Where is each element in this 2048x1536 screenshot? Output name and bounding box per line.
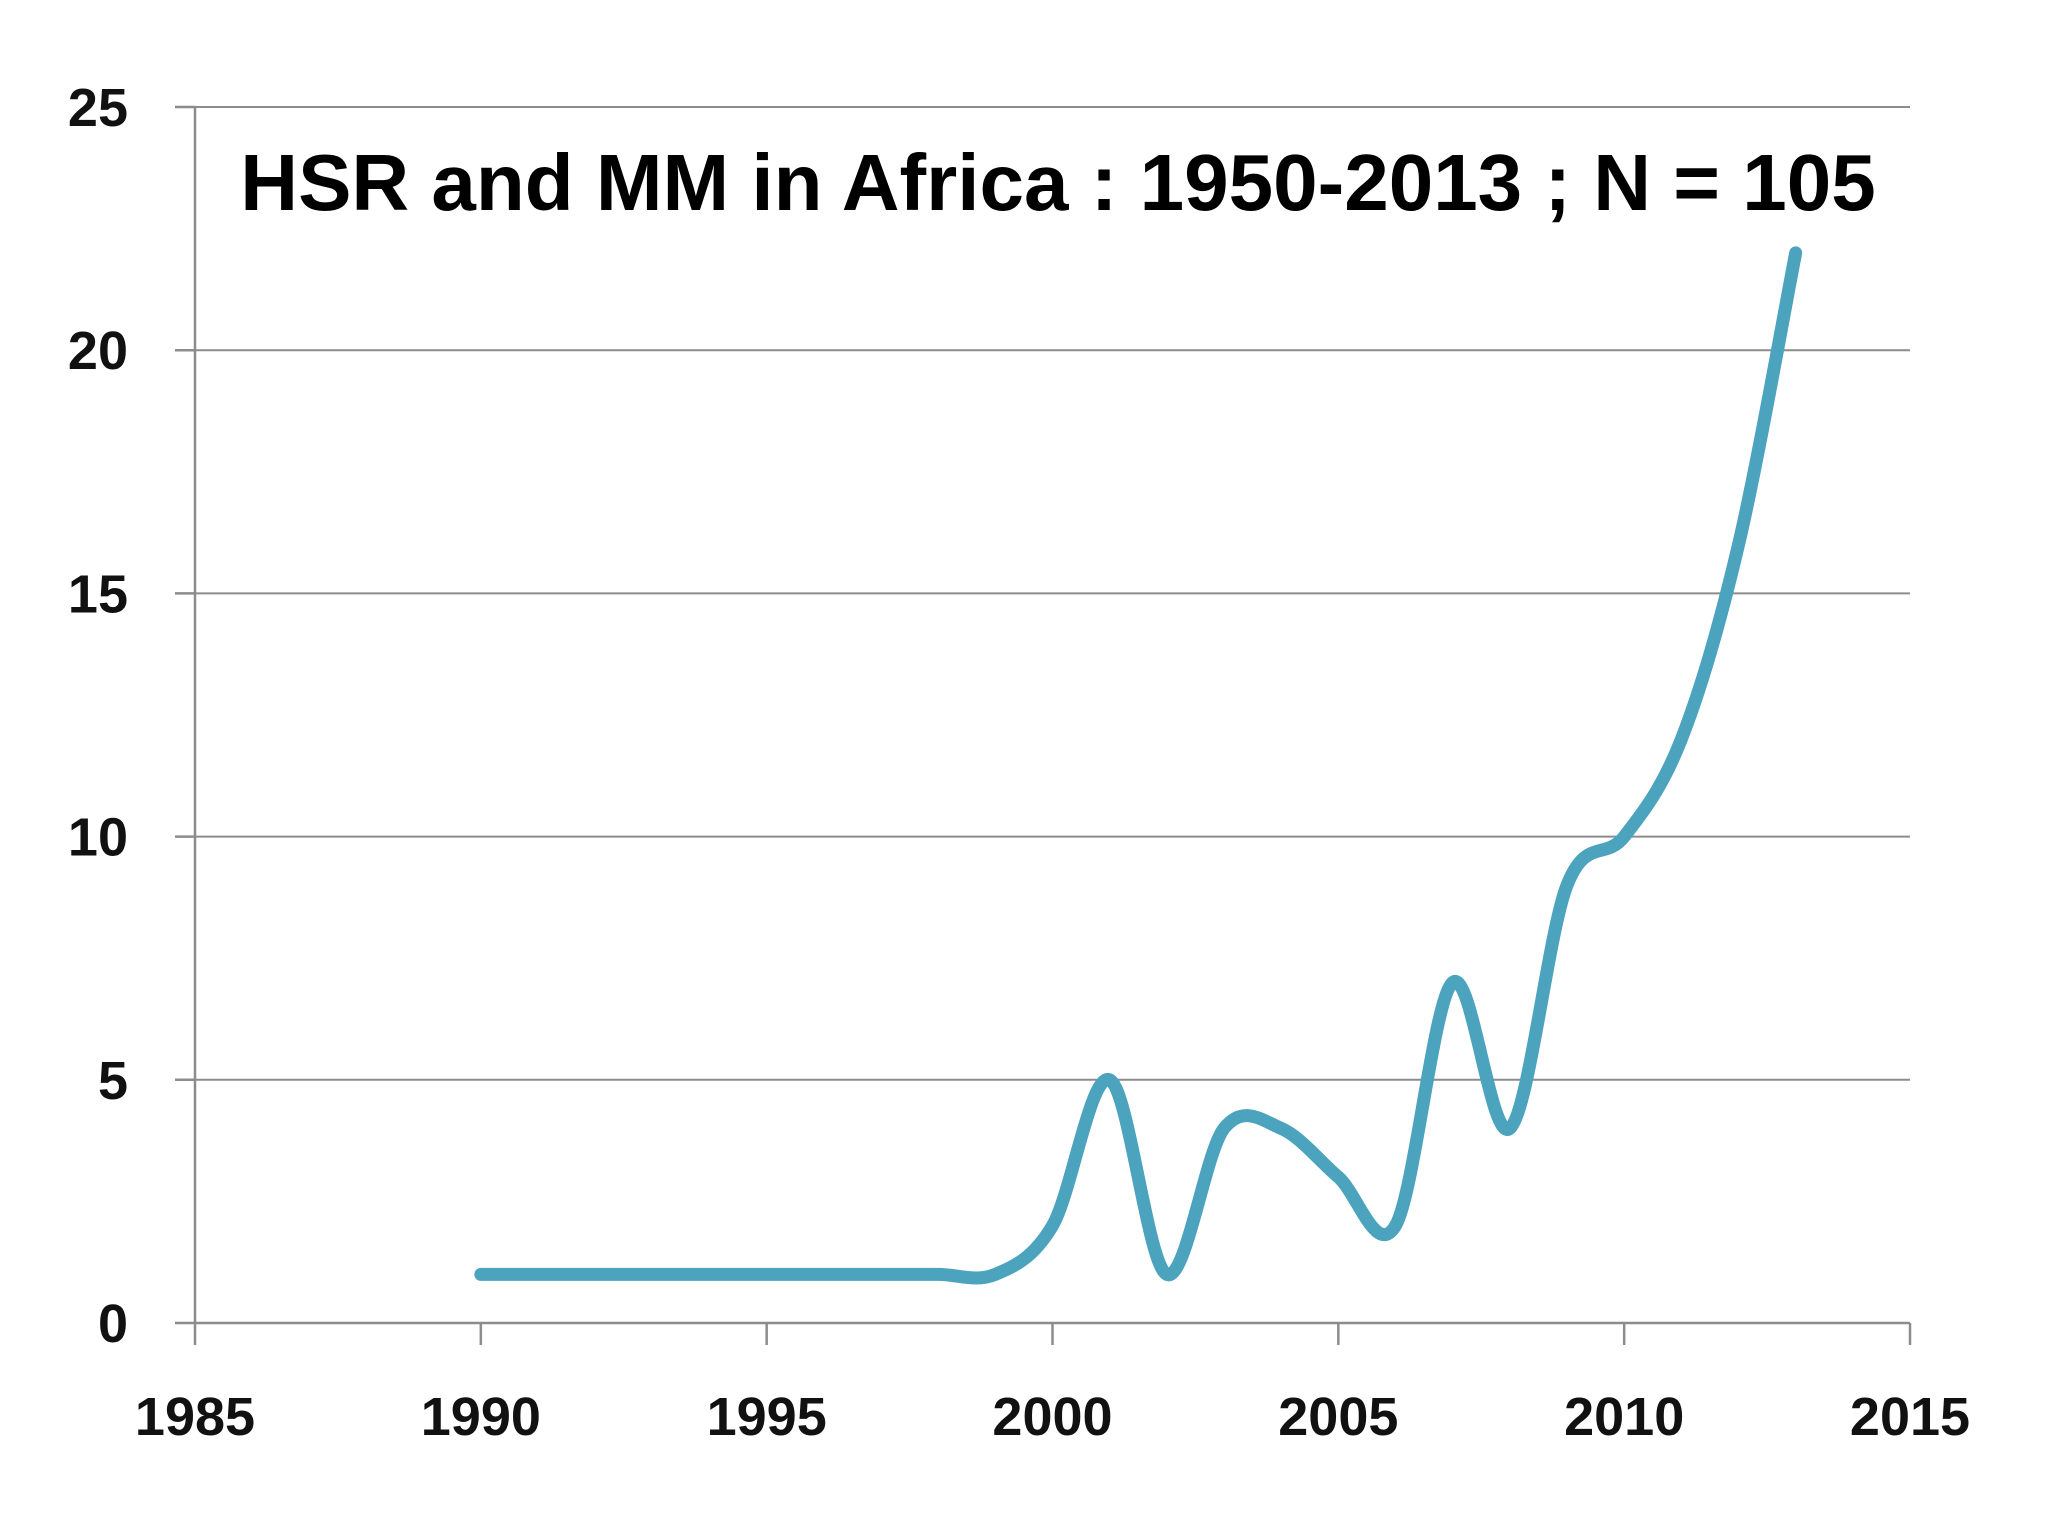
- y-tick-label: 20: [68, 321, 128, 381]
- x-tick-label: 2015: [1850, 1387, 1970, 1447]
- x-tick-label: 2005: [1278, 1387, 1398, 1447]
- chart-title: HSR and MM in Africa : 1950-2013 ; N = 1…: [240, 138, 1875, 227]
- x-tick-label: 2000: [992, 1387, 1112, 1447]
- x-tick-label: 1995: [707, 1387, 827, 1447]
- tick-labels: 0 5 10 15 20 25 1985 1990 1995 2000 2005 2010 2015: [68, 78, 1970, 1447]
- series-lines: [474, 246, 1803, 1285]
- y-tick-label: 15: [68, 564, 128, 624]
- x-tick-label: 1985: [135, 1387, 255, 1447]
- y-tick-label: 10: [68, 808, 128, 868]
- x-tick-label: 1990: [421, 1387, 541, 1447]
- gridlines: [195, 106, 1910, 1081]
- series-line: [474, 246, 1803, 1285]
- y-tick-label: 25: [68, 78, 128, 138]
- y-tick-label: 5: [98, 1051, 128, 1111]
- x-tick-label: 2010: [1564, 1387, 1684, 1447]
- axes: [175, 105, 1912, 1345]
- y-tick-label: 0: [98, 1294, 128, 1354]
